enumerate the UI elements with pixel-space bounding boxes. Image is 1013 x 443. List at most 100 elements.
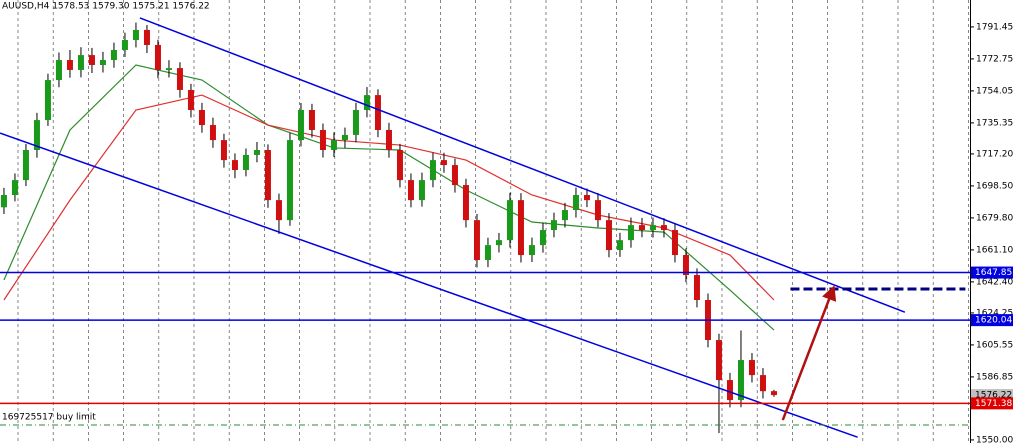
candle-body xyxy=(759,375,766,392)
candle-body xyxy=(539,230,546,246)
candle-body xyxy=(231,160,238,171)
candle-body xyxy=(517,200,524,256)
candle-body xyxy=(440,160,447,166)
y-tick-label: 1550.00 xyxy=(976,435,1013,443)
candle-body xyxy=(264,150,271,201)
candle-body xyxy=(110,49,117,61)
candle-body xyxy=(275,200,282,221)
candle-body xyxy=(143,29,150,45)
candle-body xyxy=(715,340,722,381)
level-label: 1620.04 xyxy=(975,316,1012,326)
chart-title: AUUSD,H4 1578.53 1579.30 1575.21 1576.22 xyxy=(2,2,210,12)
level-box xyxy=(971,266,1013,279)
candle-body xyxy=(418,180,425,201)
y-tick-label: 1661.10 xyxy=(976,245,1013,255)
candle-body xyxy=(0,194,7,208)
y-tick-label: 1642.40 xyxy=(976,277,1013,287)
candle-body xyxy=(495,240,502,246)
level-box xyxy=(971,397,1013,410)
y-tick-label: 1735.35 xyxy=(976,118,1013,128)
y-tick-label: 1791.45 xyxy=(976,22,1013,32)
candle-body xyxy=(154,44,161,70)
candle-body xyxy=(319,129,326,151)
candle-body xyxy=(616,240,623,251)
candle-body xyxy=(583,194,590,201)
candle-body xyxy=(429,160,436,181)
candle-body xyxy=(44,80,51,121)
channel-line xyxy=(139,17,906,313)
candle-body xyxy=(726,380,733,401)
candle-body xyxy=(374,95,381,130)
y-tick-label: 1605.55 xyxy=(976,340,1013,350)
candle-body xyxy=(308,109,315,130)
y-tick-label: 1586.85 xyxy=(976,372,1013,382)
candle-body xyxy=(561,210,568,221)
candle-body xyxy=(165,68,172,70)
candle-body xyxy=(550,220,557,231)
price-axis: 1791.45 1772.75 1754.05 1735.35 1717.20 1698.… xyxy=(970,22,1013,443)
y-tick-label: 1624.25 xyxy=(976,308,1013,318)
plot-area xyxy=(0,17,970,438)
order-label: 169725517 buy limit xyxy=(2,413,96,423)
candle-body xyxy=(132,29,139,41)
candle-body xyxy=(572,194,579,211)
y-tick-label: 1679.80 xyxy=(976,213,1013,223)
candle-body xyxy=(594,200,601,221)
candle-body xyxy=(627,225,634,241)
candle-body xyxy=(649,225,656,231)
candle-body xyxy=(638,225,645,231)
candle-body xyxy=(671,230,678,256)
candle-body xyxy=(528,245,535,256)
candle-body xyxy=(341,134,348,141)
candle-body xyxy=(352,109,359,135)
candle-body xyxy=(198,109,205,126)
candle-body xyxy=(242,154,249,171)
candle-body xyxy=(253,150,260,155)
y-tick-label: 1772.75 xyxy=(976,54,1013,64)
candle-body xyxy=(220,140,227,161)
grid xyxy=(17,0,969,443)
channel-line xyxy=(0,132,858,438)
candle-body xyxy=(396,150,403,181)
candle-body xyxy=(506,200,513,241)
candle-body xyxy=(88,55,95,65)
candle-body xyxy=(55,60,62,81)
candle-body xyxy=(451,165,458,186)
candle-body xyxy=(660,225,667,231)
candle-body xyxy=(407,180,414,201)
y-tick-label: 1698.50 xyxy=(976,181,1013,191)
candle-body xyxy=(187,89,194,110)
candle-body xyxy=(209,125,216,141)
candle-body xyxy=(77,55,84,70)
candle-body xyxy=(121,40,128,50)
candle-body xyxy=(682,255,689,276)
candle-body xyxy=(473,220,480,260)
level-label: 1571.38 xyxy=(975,399,1012,409)
level-label: 1647.85 xyxy=(975,268,1012,278)
candle-body xyxy=(176,68,183,90)
candle-body xyxy=(693,275,700,301)
level-box xyxy=(971,314,1013,327)
candle-body xyxy=(385,129,392,151)
candle-body xyxy=(484,245,491,260)
bid-label: 1576.22 xyxy=(975,391,1012,401)
candle-body xyxy=(33,120,40,151)
candle-body xyxy=(11,180,18,195)
candle-body xyxy=(297,109,304,141)
y-tick-label: 1754.05 xyxy=(976,86,1013,96)
y-tick-label: 1717.20 xyxy=(976,149,1013,159)
candle-body xyxy=(748,360,755,376)
candle-body xyxy=(286,140,293,221)
candle-body xyxy=(462,185,469,221)
candle-body xyxy=(363,95,370,110)
candle-body xyxy=(770,391,777,396)
candle-body xyxy=(99,60,106,65)
candle-body xyxy=(737,360,744,401)
candle-body xyxy=(66,60,73,70)
candle-body xyxy=(22,150,29,181)
candle-body xyxy=(605,220,612,251)
arrow xyxy=(781,285,837,421)
